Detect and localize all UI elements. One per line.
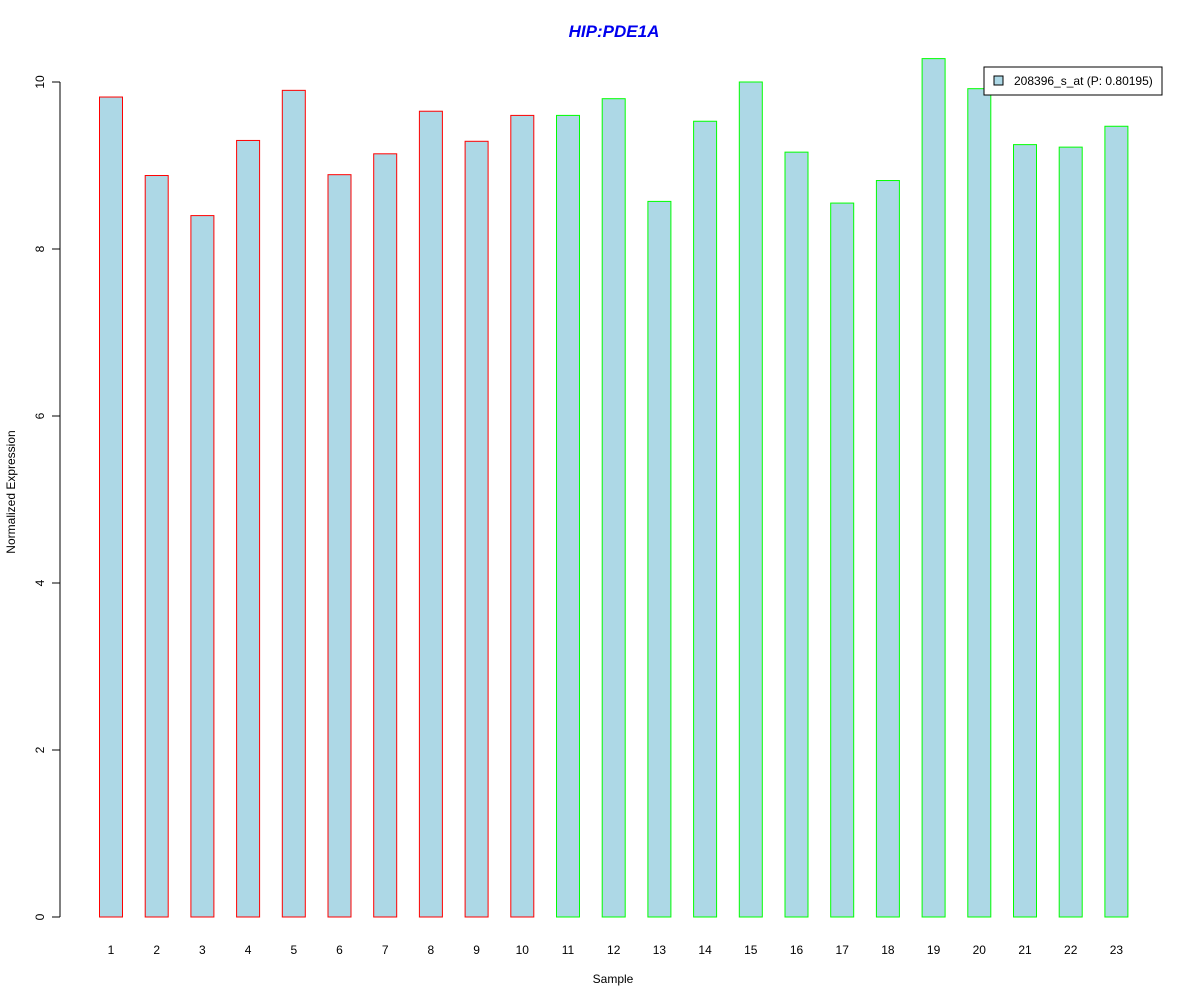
bar [921,58,946,918]
x-tick-label: 12 [607,943,621,957]
y-tick-label: 2 [33,746,47,753]
bar [190,215,215,918]
bar [967,88,992,918]
x-tick-label: 1 [108,943,115,957]
bar [647,200,672,918]
bar [144,175,169,918]
bar [875,180,900,918]
y-tick-label: 6 [33,412,47,419]
bar [738,81,763,918]
bar [236,139,261,918]
bar [830,202,855,918]
legend-box [983,66,1163,96]
x-tick-label: 20 [973,943,987,957]
x-tick-label: 5 [290,943,297,957]
x-tick-label: 22 [1064,943,1078,957]
bar [1013,144,1037,918]
y-tick-label: 4 [33,579,47,586]
x-tick-label: 6 [336,943,343,957]
x-tick-label: 11 [562,943,575,957]
x-axis-tick-labels: 1 2 3 4 5 6 7 8 9 10 11 12 13 14 15 16 17 18 19 20 21 22 23 [108,943,1124,957]
y-axis-label: Normalized Expression [4,430,18,553]
bar [99,96,123,918]
bar [373,153,398,918]
bar [464,140,489,918]
bar [556,114,580,918]
x-tick-label: 2 [153,943,160,957]
x-tick-label: 18 [881,943,895,957]
x-tick-label: 14 [698,943,712,957]
x-tick-label: 3 [199,943,206,957]
y-axis: 0 2 4 6 8 10 [33,75,61,920]
x-tick-label: 16 [790,943,804,957]
legend-label: 208396_s_at (P: 0.80195) [1014,74,1153,88]
bar [693,120,718,918]
y-tick-label: 10 [33,75,47,89]
bar [784,151,809,918]
x-tick-label: 4 [245,943,252,957]
x-tick-label: 10 [516,943,530,957]
bars [99,58,1129,918]
x-tick-label: 23 [1110,943,1124,957]
bar [281,89,306,918]
x-tick-label: 7 [382,943,389,957]
bar [418,110,443,918]
x-tick-label: 17 [836,943,850,957]
legend-swatch [993,75,1004,86]
bar [1104,125,1129,918]
y-tick-label: 8 [33,245,47,252]
x-tick-label: 8 [428,943,435,957]
x-tick-label: 9 [473,943,480,957]
x-tick-label: 13 [653,943,667,957]
bar [1058,146,1083,918]
chart-title: HIP:PDE1A [569,22,660,41]
x-tick-label: 19 [927,943,941,957]
bar [601,98,626,918]
x-tick-label: 15 [744,943,758,957]
bar [327,174,352,918]
legend: 208396_s_at (P: 0.80195) [983,66,1163,96]
bar [510,114,535,918]
x-tick-label: 21 [1018,943,1032,957]
y-tick-label: 0 [33,913,47,920]
x-axis-label: Sample [593,972,634,986]
